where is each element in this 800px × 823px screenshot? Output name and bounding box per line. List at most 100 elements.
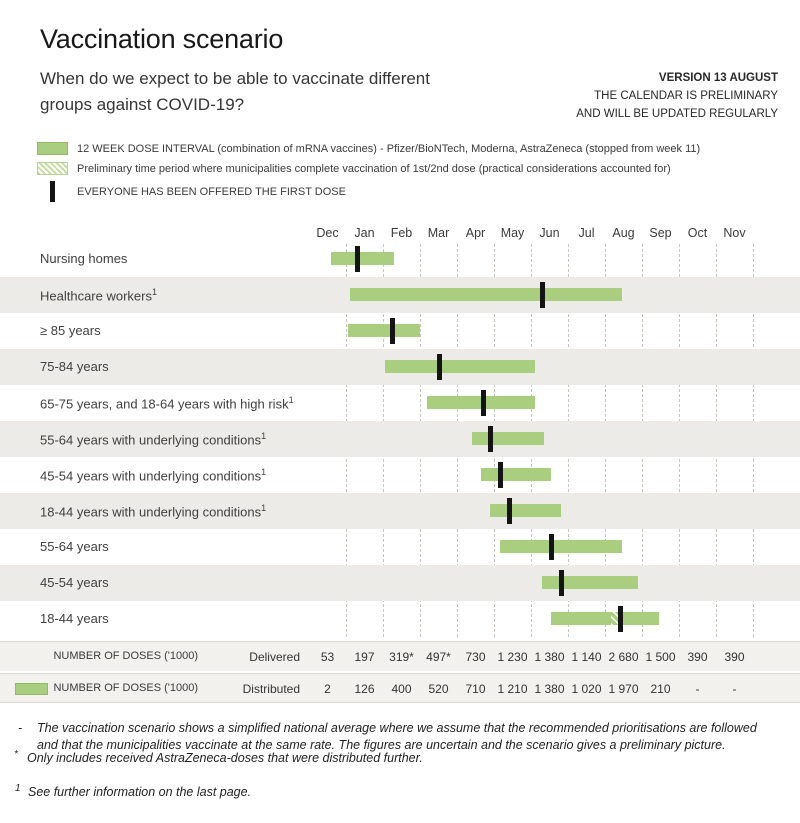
dose-interval-bar xyxy=(347,324,420,337)
dose-value: 1 020 xyxy=(571,682,602,696)
chart-row-label: 55-64 years with underlying conditions1 xyxy=(40,431,266,447)
chart-row-stripe xyxy=(0,421,800,457)
row-label-text: Nursing homes xyxy=(40,251,128,266)
footnote-text: The vaccination scenario shows a simplif… xyxy=(37,721,757,752)
legend-item-dose-interval: 12 WEEK DOSE INTERVAL (combination of mR… xyxy=(37,141,700,156)
footnote-text: See further information on the last page… xyxy=(28,785,252,799)
dose-value: 1 210 xyxy=(497,682,528,696)
month-label: Mar xyxy=(427,226,450,240)
row-label-text: 55-64 years xyxy=(40,539,109,554)
month-label: Apr xyxy=(465,226,486,240)
month-label: Jun xyxy=(539,226,560,240)
chart-row-label: 45-54 years with underlying conditions1 xyxy=(40,467,266,483)
month-label: Dec xyxy=(316,226,339,240)
dose-table: NUMBER OF DOSES ('1000) Delivered 53 197 3… xyxy=(0,641,800,705)
chart-row-stripe xyxy=(0,493,800,529)
legend-item-preliminary-period: Preliminary time period where municipali… xyxy=(37,161,700,176)
dose-value: 2 xyxy=(324,682,331,696)
version-line: VERSION 13 AUGUST xyxy=(658,72,778,84)
dose-value: 53 xyxy=(320,650,335,664)
row-label-footnote-mark: 1 xyxy=(261,431,267,441)
month-label: May xyxy=(500,226,525,240)
dose-interval-bar xyxy=(499,540,622,553)
first-dose-marker-icon xyxy=(50,181,55,202)
version-line: AND WILL BE UPDATED REGULARLY xyxy=(576,107,778,120)
first-dose-marker xyxy=(497,462,503,488)
dose-row-label: NUMBER OF DOSES ('1000) xyxy=(53,650,198,662)
dose-table-row-delivered: NUMBER OF DOSES ('1000) Delivered 53 197 3… xyxy=(0,641,800,671)
month-label: Oct xyxy=(687,226,708,240)
first-dose-marker xyxy=(390,318,396,344)
first-dose-marker xyxy=(617,606,623,632)
legend-label: EVERYONE HAS BEEN OFFERED THE FIRST DOSE xyxy=(77,185,346,198)
footnote-asterisk: * xyxy=(14,749,18,760)
month-label: Sep xyxy=(649,226,672,240)
row-label-footnote-mark: 1 xyxy=(261,503,267,513)
dose-value: 210 xyxy=(650,682,671,696)
version-line: THE CALENDAR IS PRELIMINARY xyxy=(594,89,778,102)
row-label-footnote-mark: 1 xyxy=(261,467,267,477)
footnote-bullet: - xyxy=(18,721,23,735)
first-dose-marker xyxy=(355,246,361,272)
row-label-text: Healthcare workers xyxy=(40,288,152,304)
dose-interval-bar xyxy=(542,576,639,589)
row-label-text: 45-54 years with underlying conditions xyxy=(40,468,262,484)
dose-value: - xyxy=(732,682,737,696)
row-label-text: 18-44 years xyxy=(40,611,109,626)
dose-value: 1 380 xyxy=(534,682,565,696)
month-label: Jan xyxy=(354,226,375,240)
chart-row-label: 45-54 years xyxy=(40,575,109,590)
dose-value: 1 500 xyxy=(645,650,676,664)
row-label-text: 45-54 years xyxy=(40,575,109,590)
chart-row-label: 18-44 years xyxy=(40,611,109,626)
month-label: Nov xyxy=(723,226,746,240)
dose-table-row-distributed: NUMBER OF DOSES ('1000) Distributed 2 126… xyxy=(0,673,800,703)
dose-interval-bar xyxy=(481,468,552,481)
first-dose-marker xyxy=(480,390,486,416)
month-label: Jul xyxy=(578,226,595,240)
municipal-completion-hatch xyxy=(610,612,618,625)
row-label-footnote-mark: 1 xyxy=(288,395,294,405)
month-label: Aug xyxy=(612,226,635,240)
chart-row-label: 55-64 years xyxy=(40,539,109,554)
distributed-swatch-icon xyxy=(15,683,48,695)
dose-value: 1 140 xyxy=(571,650,602,664)
dose-series-label: Distributed xyxy=(242,682,300,696)
dose-value: 497* xyxy=(426,650,451,664)
page-title: Vaccination scenario xyxy=(40,24,284,54)
legend-label: Preliminary time period where municipali… xyxy=(77,162,671,175)
dose-value: 1 970 xyxy=(608,682,639,696)
row-label-text: 18-44 years with underlying conditions xyxy=(40,504,262,520)
chart-row-stripe xyxy=(0,565,800,601)
dose-value: 520 xyxy=(428,682,449,696)
chart-row-label: 75-84 years xyxy=(40,359,109,374)
first-dose-marker xyxy=(506,498,512,524)
footnote-text: Only includes received AstraZeneca-doses… xyxy=(27,751,423,765)
row-label-text: 65-75 years, and 18-64 years with high r… xyxy=(40,396,289,412)
preliminary-period-swatch-icon xyxy=(37,162,68,175)
first-dose-marker xyxy=(549,534,555,560)
footnote-scenario: - The vaccination scenario shows a simpli… xyxy=(18,720,765,754)
dose-interval-swatch-icon xyxy=(37,142,68,155)
dose-interval-bar xyxy=(551,612,659,625)
chart-row-label: Healthcare workers1 xyxy=(40,287,157,303)
chart-row-label: Nursing homes xyxy=(40,251,127,266)
dose-value: 1 380 xyxy=(534,650,565,664)
version-note: VERSION 13 AUGUST THE CALENDAR IS PRELIM… xyxy=(576,70,778,123)
dose-value: 197 xyxy=(354,650,375,664)
chart-row-label: ≥ 85 years xyxy=(40,323,101,338)
dose-value: 126 xyxy=(354,682,375,696)
month-label: Feb xyxy=(390,226,413,240)
first-dose-marker xyxy=(436,354,442,380)
footnote-see-more: 1 See further information on the last pag… xyxy=(15,783,768,801)
dose-interval-bar xyxy=(490,504,561,517)
first-dose-marker xyxy=(540,282,546,308)
dose-value: - xyxy=(695,682,700,696)
dose-value: 2 680 xyxy=(608,650,639,664)
row-label-text: ≥ 85 years xyxy=(40,323,101,338)
dose-interval-bar xyxy=(331,252,395,265)
dose-value: 730 xyxy=(465,650,486,664)
dose-interval-bar xyxy=(384,360,535,373)
row-label-text: 75-84 years xyxy=(40,359,109,374)
